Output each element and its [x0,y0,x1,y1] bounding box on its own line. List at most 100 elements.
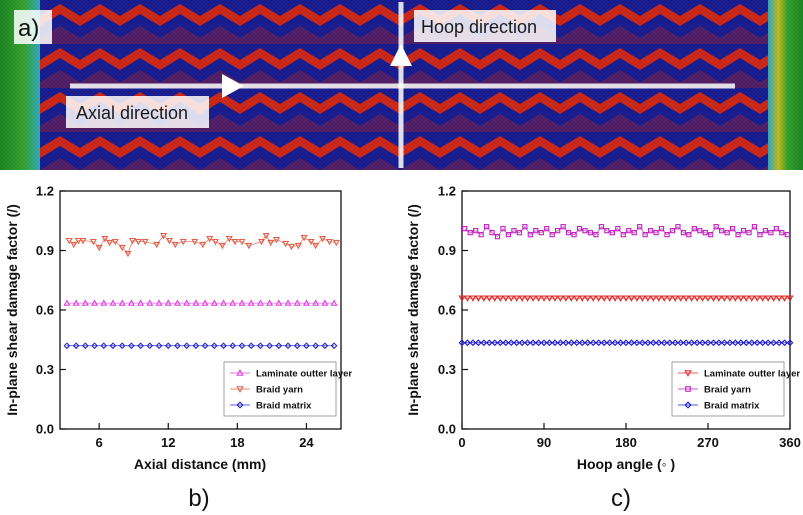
x-tick-label: 180 [615,435,637,450]
data-point [544,226,550,232]
data-point [753,339,761,347]
data-point [502,339,510,347]
data-point [275,299,283,306]
data-point [171,241,179,249]
data-point [266,299,274,306]
data-point [312,342,320,350]
data-point [737,339,745,347]
y-tick-label: 0.6 [438,303,456,318]
data-point [129,237,137,245]
panel-a-label-bg [14,10,52,44]
data-point [229,299,237,306]
data-point [191,238,199,246]
data-point [294,242,302,250]
data-point [319,235,327,243]
data-point [105,239,114,247]
data-point [153,241,161,249]
data-point [516,230,523,236]
data-point [742,339,750,347]
data-point [174,342,181,350]
y-tick-label: 0.3 [438,362,456,377]
data-point [524,339,531,347]
legend-label: Braid yarn [704,385,751,396]
data-point [746,230,752,236]
data-point [225,235,233,243]
data-point [245,242,253,250]
data-point [485,295,493,302]
legend-marker [236,386,244,393]
legend-label: Laminate outter layer [704,369,800,380]
data-point [622,339,630,347]
data-point [704,295,712,302]
x-tick-label: 12 [161,435,175,450]
data-point [562,339,570,347]
data-point [540,295,548,302]
legend-marker [685,386,691,392]
data-point [100,342,108,350]
data-point [474,295,482,302]
data-point [606,339,613,347]
legend-marker [236,369,244,376]
data-point [146,342,154,350]
data-point [653,230,659,236]
legend-label: Braid yarn [256,385,303,396]
x-tick-label: 0 [458,435,465,450]
data-point [247,342,255,350]
data-point [655,295,663,302]
data-point [773,226,779,232]
data-point [160,232,168,240]
data-point [649,295,657,302]
data-point [491,339,499,347]
chart-c-legend: Laminate outter layer Braid yarn Braid mat… [671,361,800,417]
data-point [109,342,117,350]
data-point [682,295,690,302]
data-point [511,228,517,234]
data-point [81,342,89,350]
data-point [658,226,665,232]
y-tick-label: 0.3 [36,362,54,377]
data-point [726,339,734,347]
data-point [256,299,264,306]
data-point [229,342,237,350]
data-point [321,299,329,306]
data-point [272,236,281,244]
data-point [502,295,510,302]
y-tick-label: 0.9 [438,243,456,258]
data-point [507,295,515,302]
legend-marker [684,370,692,377]
data-point [584,295,592,302]
chart-c: 0.0 0.3 0.6 0.9 1.2 0 90 180 270 360 Hoop angle (… [405,184,801,513]
data-point [779,230,785,236]
data-point [638,295,646,302]
data-point [529,339,537,347]
hoop-direction-label: Hoop direction [421,17,537,37]
data-point [571,232,577,238]
data-point [266,342,273,350]
data-point [562,295,570,302]
data-point [220,342,227,350]
data-point [307,238,315,246]
data-point [524,295,532,302]
hoop-label-bg [414,10,556,42]
data-point [671,339,679,347]
data-point [118,342,126,350]
data-point [72,299,80,306]
data-point [710,339,717,347]
chart-b-marks [63,232,340,350]
data-point [693,339,701,347]
chart-c-xlabel: Hoop angle (◦ ) [577,456,675,472]
data-point [682,339,690,347]
data-point [496,295,504,302]
data-point [467,230,473,236]
data-point [91,299,99,306]
data-point [775,295,783,302]
data-point [118,299,126,306]
data-point [557,339,564,347]
data-point [312,299,320,306]
data-point [199,241,207,249]
data-point [693,295,701,302]
data-point [633,295,641,302]
data-point [238,238,246,246]
data-point [644,295,652,302]
